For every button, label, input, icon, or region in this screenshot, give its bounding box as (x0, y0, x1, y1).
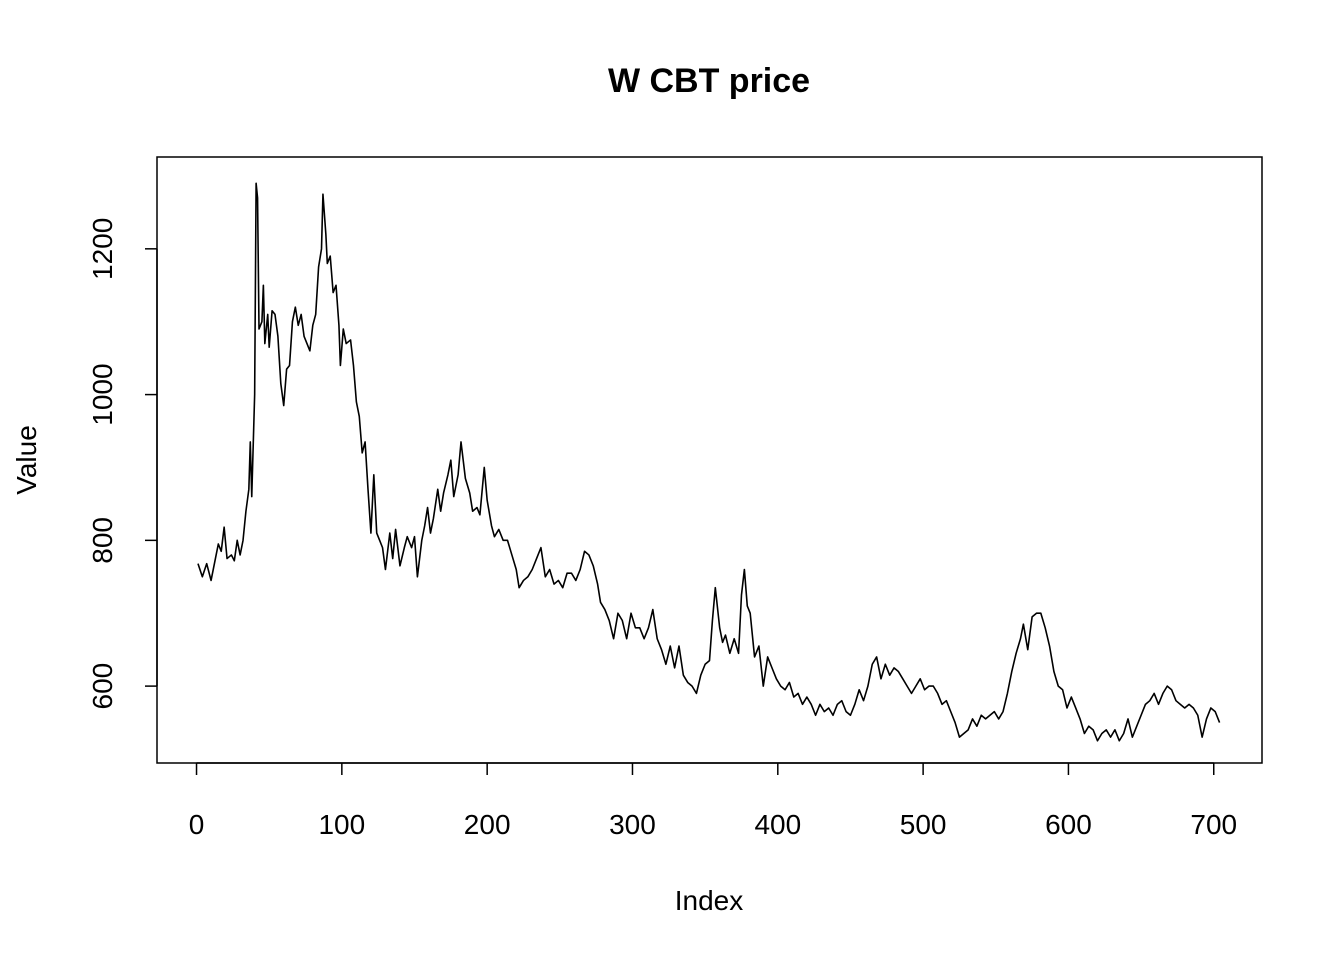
y-tick-label: 1000 (87, 363, 118, 425)
y-axis-label: Value (11, 425, 42, 495)
x-tick-label: 600 (1045, 809, 1092, 840)
x-tick-label: 400 (754, 809, 801, 840)
x-tick-label: 500 (900, 809, 947, 840)
y-tick-label: 1200 (87, 218, 118, 280)
x-tick-label: 0 (189, 809, 205, 840)
x-axis-label: Index (675, 885, 744, 916)
x-tick-label: 100 (318, 809, 365, 840)
x-tick-label: 200 (464, 809, 511, 840)
chart-title: W CBT price (608, 62, 810, 100)
price-line (197, 182, 1221, 742)
y-tick-label: 800 (87, 517, 118, 564)
y-tick-label: 600 (87, 663, 118, 710)
x-tick-label: 700 (1190, 809, 1237, 840)
x-tick-label: 300 (609, 809, 656, 840)
